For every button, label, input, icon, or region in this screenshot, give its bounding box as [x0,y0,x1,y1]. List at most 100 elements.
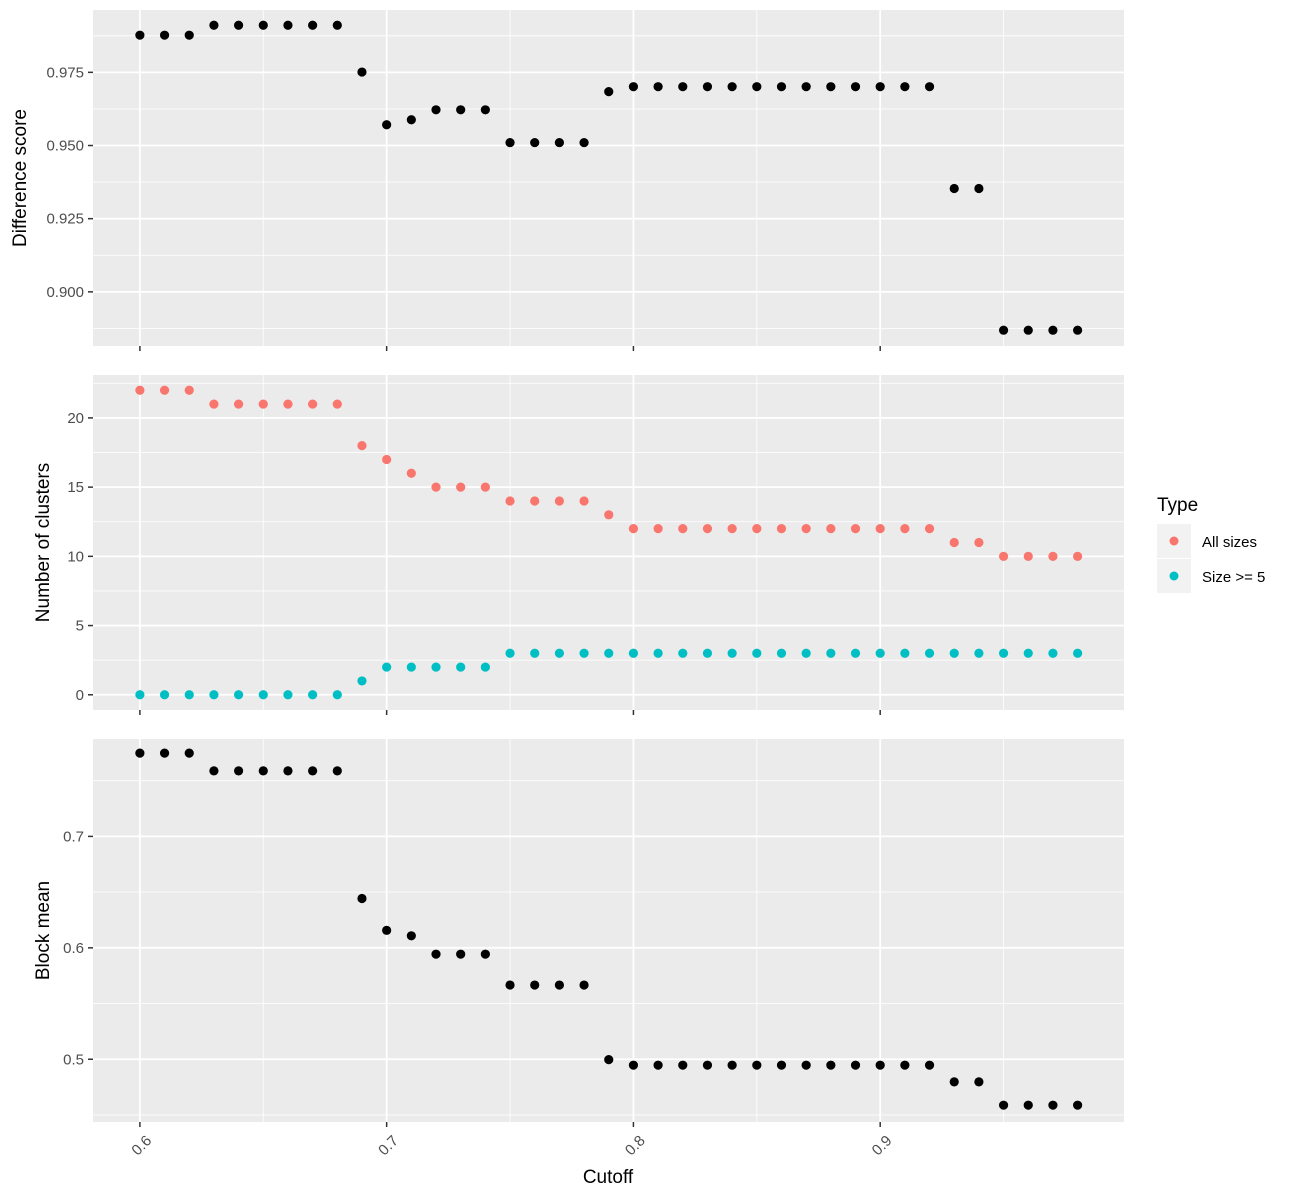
data-point-size-5 [653,648,663,658]
data-point-points [702,1060,713,1070]
data-point-points [258,20,268,30]
data-point-all-sizes [135,385,145,395]
panel-background [93,10,1124,346]
legend: Type All sizes Size >= 5 [1157,495,1265,593]
data-point-points [924,82,935,92]
data-point-size-5 [184,690,194,700]
data-point-size-5 [924,648,935,658]
data-point-all-sizes [308,399,318,409]
data-point-all-sizes [233,399,244,409]
data-point-points [135,30,145,40]
y-tick-label: 10 [67,548,84,565]
data-point-points [283,766,293,776]
data-point-size-5 [776,648,787,658]
data-point-points [357,893,367,904]
data-point-points [184,748,194,758]
y-tick-label: 0.975 [46,64,84,81]
data-point-size-5 [233,690,244,700]
data-point-size-5 [209,690,219,700]
data-point-all-sizes [924,524,935,534]
y-tick-label: 0.925 [46,211,84,228]
data-point-points [135,748,145,758]
data-point-size-5 [135,690,145,700]
data-point-points [875,82,885,92]
data-point-all-sizes [678,524,688,534]
legend-title: Type [1157,495,1198,516]
x-tick-label: 0.8 [622,1132,649,1159]
y-tick-label: 0.900 [46,284,84,301]
data-point-size-5 [949,648,959,658]
data-point-all-sizes [801,524,811,534]
data-point-points [308,766,318,776]
data-point-size-5 [530,648,540,658]
data-point-size-5 [406,662,416,672]
data-point-points [505,980,515,990]
data-point-points [875,1060,885,1070]
data-point-points [727,1060,737,1070]
data-point-all-sizes [530,496,540,506]
data-point-points [678,82,688,92]
data-point-points [628,82,639,92]
data-point-points [258,766,268,776]
data-point-points [1073,325,1083,335]
data-point-points [604,1054,614,1065]
data-point-all-sizes [283,399,293,409]
y-tick-label: 15 [67,479,84,496]
data-point-points [332,766,342,776]
data-point-points [900,82,910,92]
data-point-points [332,20,342,30]
y-tick-label: 5 [76,618,84,635]
data-point-size-5 [1048,648,1058,658]
data-point-points [159,748,170,758]
legend-label-size-ge-5: Size >= 5 [1202,569,1265,586]
legend-marker-all-sizes [1169,536,1179,546]
data-point-points [702,82,713,92]
data-point-points [382,925,392,935]
legend-label-all-sizes: All sizes [1202,534,1257,551]
y-tick-label: 0.950 [46,138,84,155]
data-point-points [752,1060,762,1070]
x-tick-label: 0.6 [128,1132,155,1159]
panel-background [93,739,1124,1122]
data-point-points [184,30,194,40]
data-point-all-sizes [900,524,910,534]
data-point-points [357,67,367,77]
data-point-size-5 [998,648,1009,658]
data-point-points [554,980,564,990]
data-point-points [1048,325,1058,335]
data-point-points [653,1060,663,1070]
x-axis-title: Cutoff [583,1167,634,1188]
data-point-all-sizes [653,524,663,534]
data-point-points [727,82,737,92]
data-point-size-5 [604,648,614,658]
y-tick-label: 0 [76,687,84,704]
data-point-size-5 [875,648,885,658]
data-point-all-sizes [332,399,342,409]
data-point-size-5 [554,648,564,658]
data-point-all-sizes [752,524,762,534]
data-point-points [431,949,441,959]
data-point-points [382,120,392,130]
data-point-points [431,105,441,115]
data-point-all-sizes [406,468,416,478]
data-point-all-sizes [258,399,268,409]
data-point-all-sizes [431,482,441,492]
data-point-all-sizes [480,482,490,492]
data-point-points [998,1100,1009,1110]
data-point-points [1023,325,1033,335]
data-point-all-sizes [727,524,737,534]
data-point-points [406,931,416,941]
data-point-points [678,1060,688,1070]
x-tick-label: 0.7 [375,1132,402,1159]
data-point-points [949,1077,959,1087]
data-point-points [776,82,787,92]
data-point-points [480,105,490,115]
data-point-points [480,949,490,959]
data-point-points [850,1060,861,1070]
legend-marker-size-ge-5 [1169,571,1179,581]
data-point-points [826,82,836,92]
data-point-points [653,82,663,92]
data-point-points [1048,1100,1058,1110]
data-point-all-sizes [628,524,639,534]
